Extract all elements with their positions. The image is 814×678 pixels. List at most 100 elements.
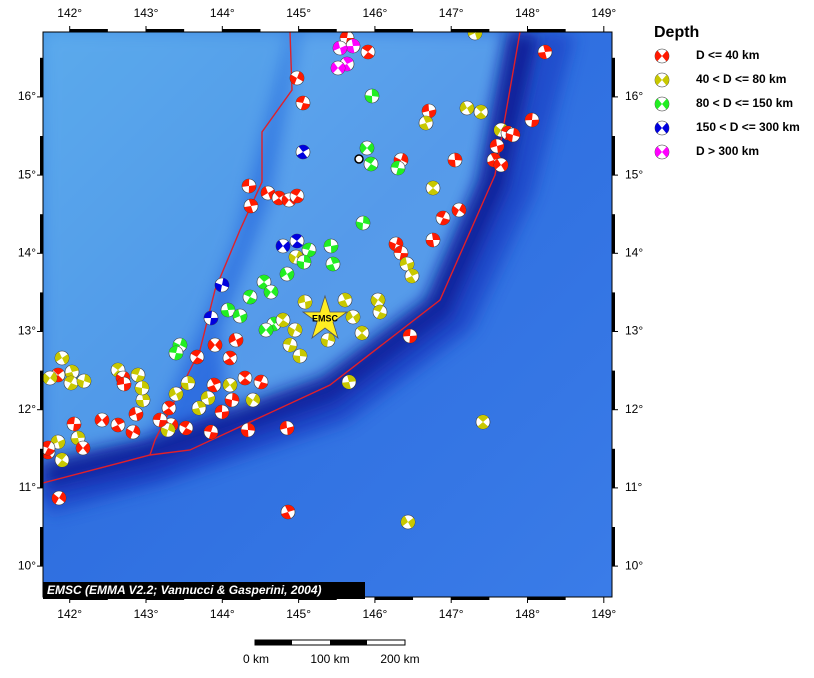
beachball-quadrant [524,112,540,128]
beachball-quadrant [207,339,223,351]
scale-bar [254,639,406,646]
lon-label: 146° [362,6,387,20]
frame-bar [40,136,43,176]
beachball-quadrant [419,115,433,131]
frame-bar [146,29,185,32]
beachball-quadrant [342,375,356,389]
lon-label: 148° [515,6,540,20]
lat-label: 16° [625,89,643,103]
legend-label: 40 < D <= 80 km [696,72,786,86]
beachball-quadrant [487,152,501,168]
beachball-quadrant [290,189,304,203]
scale-label: 100 km [310,652,349,666]
bathymetry [43,32,612,597]
lon-label: 142° [57,6,82,20]
beachball-quadrant [77,374,91,388]
beachball-quadrant [94,414,110,426]
beachball-quadrant [43,441,55,455]
beachball-quadrant [399,257,415,271]
beachball-quadrant [655,74,669,86]
beachball-quadrant [538,44,552,60]
beachball-quadrant [452,203,466,217]
beachball-quadrant [228,333,244,347]
beachball-quadrant [365,88,379,104]
frame-bar [612,292,615,332]
beachball-quadrant [289,71,305,85]
epicenter-star [301,294,349,340]
lat-label: 15° [625,167,643,181]
beachball-quadrant [655,122,669,134]
beachball-quadrant [346,38,360,54]
beachball-quadrant [258,274,270,290]
beachball-quadrant [330,62,346,74]
beachball-quadrant [207,378,221,392]
beachball-quadrant [264,286,278,298]
beachball-quadrant [180,375,196,391]
beachball-quadrant [506,128,520,142]
beachball-quadrant [291,233,303,249]
frame-bar [612,214,615,254]
credit: EMSC (EMMA V2.2; Vannucci & Gasperini, 2… [47,583,322,597]
frame-bar [527,597,566,600]
beachball-quadrant [436,211,450,225]
beachball-quadrant [391,160,405,176]
beachball-quadrant [371,294,385,306]
frame-bar [612,370,615,410]
beachball-quadrant [326,257,340,271]
beachball-quadrant [56,453,68,467]
beachball-quadrant [259,324,273,336]
beachball-quadrant [65,364,79,380]
lat-label: 12° [625,402,643,416]
beachball-quadrant [243,289,257,305]
beachball-quadrant [287,323,303,337]
beachball-quadrant [490,139,504,153]
frame-bar [612,527,615,567]
beachball-quadrant [126,425,140,439]
beachball-quadrant [373,304,387,320]
scale-label: 200 km [380,652,419,666]
frame-bar [69,29,108,32]
beachball-quadrant [389,237,403,251]
beachball-quadrant [129,407,143,421]
legend-label: D > 300 km [696,144,759,158]
beachball-quadrant [242,178,256,194]
beachball-quadrant [362,44,374,60]
beachball-quadrant [200,391,216,405]
frame-bar [222,29,261,32]
lat-label: 11° [19,480,36,494]
frame-bar [527,29,566,32]
beachball-quadrant [279,421,295,435]
lat-label: 12° [18,402,36,416]
beachball-quadrant [279,267,295,281]
lon-label: 146° [362,607,387,621]
beachball-quadrant [225,393,239,407]
beachball-quadrant [338,293,352,307]
frame-bar [374,29,414,32]
beachball-quadrant [426,233,440,247]
lat-label: 13° [625,324,643,338]
legend: D <= 40 km 40 < D <= 80 km 80 < D <= 150 k… [654,48,800,160]
beachball-quadrant [160,423,176,437]
beachball-quadrant [221,303,235,317]
beachball-quadrant [111,418,125,432]
lon-label: 145° [286,6,311,20]
frame-bar [40,214,43,254]
lon-label: 147° [439,607,464,621]
frame-bar [40,57,43,97]
beachball-quadrant [240,422,256,438]
legend-title: Depth [654,24,699,41]
frame-bar [612,57,615,97]
beachball-quadrant [345,310,361,324]
lon-label: 144° [210,6,235,20]
lon-label: 144° [210,607,235,621]
frame-bar [298,29,337,32]
beachball-quadrant [179,421,193,435]
legend-label: 80 < D <= 150 km [696,96,793,110]
beachball-quadrant [493,159,509,171]
credit-box [43,582,365,599]
beachball-quadrant [43,372,57,384]
beachball-quadrant [169,345,183,361]
lat-label: 11° [625,480,642,494]
beachball-quadrant [283,337,297,353]
